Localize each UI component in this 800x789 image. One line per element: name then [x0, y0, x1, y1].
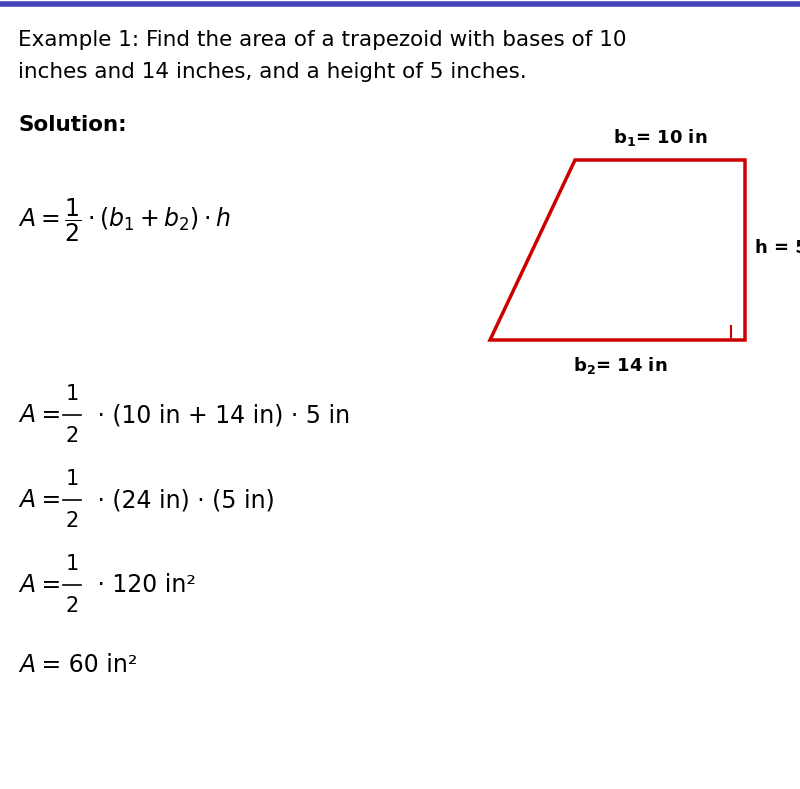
Text: $\mathit{A}$: $\mathit{A}$	[18, 653, 36, 677]
Text: 2: 2	[66, 426, 78, 446]
Text: · (10 in + 14 in) · 5 in: · (10 in + 14 in) · 5 in	[90, 403, 350, 427]
Text: 2: 2	[66, 511, 78, 531]
Text: =: =	[34, 488, 69, 512]
Text: Solution:: Solution:	[18, 115, 126, 135]
Text: $\mathit{A} = \dfrac{1}{2} \cdot (b_1 + b_2) \cdot h$: $\mathit{A} = \dfrac{1}{2} \cdot (b_1 + …	[18, 196, 231, 244]
Text: Example 1: Find the area of a trapezoid with bases of 10: Example 1: Find the area of a trapezoid …	[18, 30, 626, 50]
Text: 1: 1	[66, 554, 78, 574]
Text: · (24 in) · (5 in): · (24 in) · (5 in)	[90, 488, 274, 512]
Text: 1: 1	[66, 384, 78, 404]
Text: $\mathit{A}$: $\mathit{A}$	[18, 573, 36, 597]
Text: = 60 in²: = 60 in²	[34, 653, 138, 677]
Text: =: =	[34, 403, 69, 427]
Text: 1: 1	[66, 469, 78, 489]
Text: · 120 in²: · 120 in²	[90, 573, 196, 597]
Text: $\mathit{A}$: $\mathit{A}$	[18, 488, 36, 512]
Text: inches and 14 inches, and a height of 5 inches.: inches and 14 inches, and a height of 5 …	[18, 62, 526, 82]
Text: =: =	[34, 573, 69, 597]
Text: 2: 2	[66, 596, 78, 616]
Text: $\mathit{A}$: $\mathit{A}$	[18, 403, 36, 427]
Text: $\bf{b_2}$= 14 in: $\bf{b_2}$= 14 in	[573, 355, 667, 376]
Text: h = 5 in: h = 5 in	[755, 239, 800, 257]
Text: $\bf{b_1}$= 10 in: $\bf{b_1}$= 10 in	[613, 127, 707, 148]
